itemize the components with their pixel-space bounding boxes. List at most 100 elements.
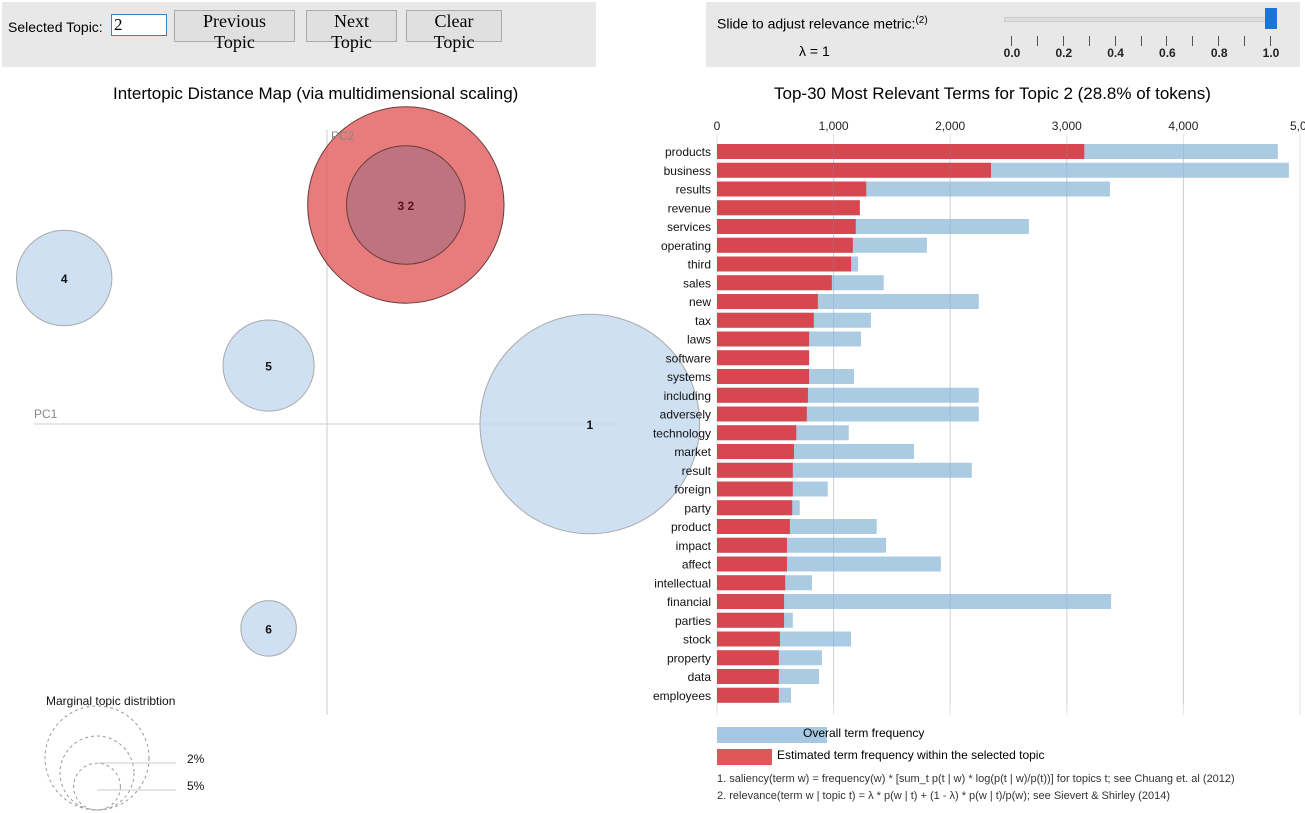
x-tick-label: 3,000: [1052, 119, 1082, 133]
bar-topic-revenue[interactable]: [717, 200, 860, 216]
term-label-business[interactable]: business: [664, 164, 711, 178]
bar-topic-employees[interactable]: [717, 687, 779, 703]
x-tick-label: 2,000: [935, 119, 965, 133]
topic-circle-4[interactable]: [15, 229, 113, 327]
term-label-product[interactable]: product: [671, 520, 712, 534]
term-label-tax[interactable]: tax: [695, 314, 711, 328]
topic-circle-3[interactable]: [346, 145, 466, 265]
topic-circle-1[interactable]: [479, 313, 701, 535]
footnote-saliency: 1. saliency(term w) = frequency(w) * [su…: [717, 773, 1235, 785]
next-topic-button[interactable]: Next Topic: [306, 10, 397, 52]
term-label-property[interactable]: property: [667, 651, 711, 665]
slider-tick: [1011, 36, 1012, 46]
bar-topic-tax[interactable]: [717, 312, 814, 328]
bar-topic-property[interactable]: [717, 650, 779, 666]
bar-topic-financial[interactable]: [717, 594, 785, 609]
bar-topic-results[interactable]: [717, 181, 867, 197]
term-label-sales[interactable]: sales: [683, 276, 711, 290]
relevance-slider-panel: Slide to adjust relevance metric:(2) λ =…: [706, 2, 1300, 67]
bar-topic-data[interactable]: [717, 669, 779, 684]
bar-topic-stock[interactable]: [717, 631, 780, 647]
bar-topic-parties[interactable]: [717, 612, 785, 628]
term-label-third[interactable]: third: [688, 258, 711, 272]
x-tick-label: 4,000: [1168, 119, 1198, 133]
bar-topic-intellectual[interactable]: [717, 575, 786, 591]
lambda-value: λ = 1: [799, 43, 830, 59]
term-label-employees[interactable]: employees: [653, 689, 711, 703]
term-label-adversely[interactable]: adversely: [660, 408, 711, 422]
bar-topic-new[interactable]: [717, 294, 818, 309]
bar-topic-laws[interactable]: [717, 331, 810, 347]
slider-tick: [1114, 36, 1116, 46]
term-label-foreign[interactable]: foreign: [674, 483, 711, 497]
bar-topic-products[interactable]: [717, 144, 1085, 159]
selected-topic-label: Selected Topic:: [8, 19, 103, 35]
topic-circle-6[interactable]: [240, 600, 297, 657]
term-label-results[interactable]: results: [676, 183, 711, 197]
term-label-software[interactable]: software: [666, 351, 712, 365]
slider-tick: [1244, 36, 1246, 46]
selected-topic-input[interactable]: [111, 14, 167, 36]
bar-topic-foreign[interactable]: [717, 481, 793, 497]
marginal-legend-circle: [59, 735, 135, 811]
previous-topic-button[interactable]: Previous Topic: [174, 10, 295, 52]
term-label-intellectual[interactable]: intellectual: [654, 576, 711, 590]
bar-topic-result[interactable]: [717, 462, 793, 478]
term-label-laws[interactable]: laws: [687, 333, 711, 347]
term-label-party[interactable]: party: [684, 501, 711, 515]
bar-topic-systems[interactable]: [717, 369, 810, 384]
term-label-technology[interactable]: technology: [653, 426, 711, 440]
bar-topic-product[interactable]: [717, 519, 790, 534]
term-label-affect[interactable]: affect: [682, 558, 712, 572]
slider-thumb[interactable]: [1265, 8, 1277, 29]
topic-controls-panel: Selected Topic: Previous Topic Next Topi…: [2, 2, 596, 67]
bar-topic-sales[interactable]: [717, 275, 832, 291]
clear-topic-button[interactable]: Clear Topic: [406, 10, 502, 52]
slider-label-text: Slide to adjust relevance metric:: [717, 15, 916, 32]
marginal-legend-circle: [73, 762, 121, 811]
x-tick-label: 5,0: [1290, 119, 1305, 133]
term-label-products[interactable]: products: [665, 145, 711, 159]
bar-topic-impact[interactable]: [717, 537, 787, 553]
topic-label-3: 3: [397, 199, 404, 213]
term-label-data[interactable]: data: [688, 670, 712, 684]
term-label-including[interactable]: including: [664, 389, 711, 403]
term-label-result[interactable]: result: [682, 464, 712, 478]
term-label-market[interactable]: market: [674, 445, 711, 459]
bar-topic-services[interactable]: [717, 219, 856, 234]
bar-topic-adversely[interactable]: [717, 406, 807, 422]
intertopic-map-title: Intertopic Distance Map (via multidimens…: [113, 84, 519, 103]
legend-topic-swatch: [717, 749, 772, 765]
bar-topic-third[interactable]: [717, 256, 852, 272]
bar-topic-market[interactable]: [717, 444, 794, 459]
slider-tick: [1218, 36, 1220, 46]
bar-topic-party[interactable]: [717, 500, 793, 516]
bar-overall-financial[interactable]: [717, 594, 1112, 609]
slider-tick: [1036, 36, 1038, 46]
bar-topic-operating[interactable]: [717, 237, 853, 253]
bar-chart-title: Top-30 Most Relevant Terms for Topic 2 (…: [774, 84, 1211, 103]
pc2-axis-label: PC2: [331, 129, 355, 143]
slider-tick: [1062, 36, 1064, 46]
term-label-financial[interactable]: financial: [667, 595, 711, 609]
term-label-parties[interactable]: parties: [675, 614, 711, 628]
term-label-revenue[interactable]: revenue: [668, 201, 712, 215]
bar-topic-including[interactable]: [717, 387, 808, 403]
footnote-relevance: 2. relevance(term w | topic t) = λ * p(w…: [717, 790, 1170, 802]
topic-circle-5[interactable]: [222, 319, 315, 412]
term-label-stock[interactable]: stock: [683, 633, 712, 647]
bar-topic-affect[interactable]: [717, 556, 787, 572]
term-label-services[interactable]: services: [667, 220, 711, 234]
bar-topic-technology[interactable]: [717, 425, 797, 441]
term-label-new[interactable]: new: [689, 295, 711, 309]
term-label-operating[interactable]: operating: [661, 239, 711, 253]
slider-tick: [1166, 36, 1168, 46]
term-label-systems[interactable]: systems: [667, 370, 711, 384]
slider-tick-label: 0.2: [1055, 46, 1073, 60]
bar-topic-business[interactable]: [717, 162, 992, 178]
slider-footnote-ref: (2): [915, 15, 928, 26]
bar-topic-software[interactable]: [717, 350, 810, 366]
topic-label-2: 2: [407, 199, 414, 213]
x-tick-label: 1,000: [819, 119, 849, 133]
term-label-impact[interactable]: impact: [676, 539, 712, 553]
